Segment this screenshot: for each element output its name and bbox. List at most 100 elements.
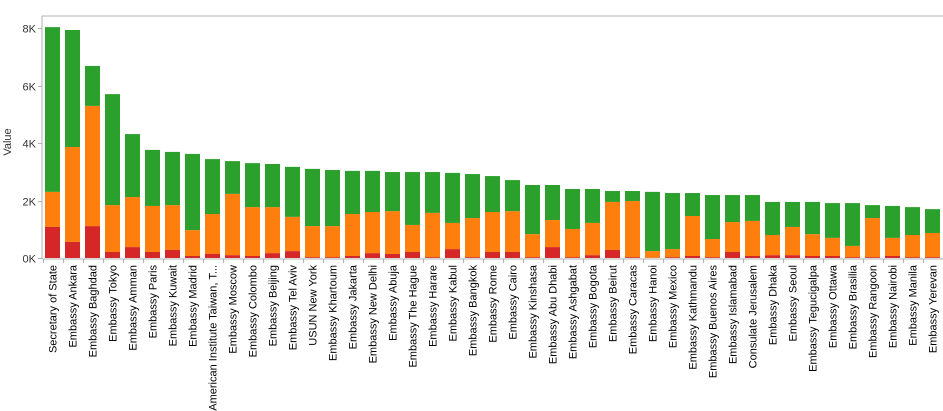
bar-segment-orange[interactable] <box>525 234 540 258</box>
bar-segment-green[interactable] <box>685 193 700 217</box>
bar-segment-green[interactable] <box>885 205 900 238</box>
bar-segment-green[interactable] <box>265 163 280 208</box>
bar-segment-red[interactable] <box>85 226 100 258</box>
bar-stack[interactable] <box>165 151 180 258</box>
bar-segment-red[interactable] <box>925 257 940 258</box>
bar-stack[interactable] <box>365 170 380 258</box>
bar-segment-red[interactable] <box>345 255 360 258</box>
bar-segment-red[interactable] <box>145 251 160 258</box>
bar-segment-red[interactable] <box>185 255 200 258</box>
bar-segment-red[interactable] <box>325 257 340 258</box>
bar-segment-orange[interactable] <box>145 205 160 252</box>
bar-segment-orange[interactable] <box>245 207 260 256</box>
bar-stack[interactable] <box>325 170 340 258</box>
bar-segment-orange[interactable] <box>745 220 760 256</box>
bar-stack[interactable] <box>385 172 400 258</box>
bar-stack[interactable] <box>905 207 920 258</box>
bar-segment-orange[interactable] <box>465 218 480 258</box>
bar-segment-orange[interactable] <box>545 220 560 248</box>
bar-stack[interactable] <box>925 209 940 258</box>
bar-stack[interactable] <box>505 180 520 258</box>
bar-segment-orange[interactable] <box>285 216 300 252</box>
bar-stack[interactable] <box>145 149 160 258</box>
bar-stack[interactable] <box>745 195 760 258</box>
bar-segment-orange[interactable] <box>765 235 780 256</box>
bar-stack[interactable] <box>305 168 320 258</box>
bar-segment-orange[interactable] <box>105 205 120 252</box>
bar-stack[interactable] <box>125 134 140 258</box>
bar-segment-green[interactable] <box>705 195 720 240</box>
bar-segment-orange[interactable] <box>905 235 920 258</box>
bar-segment-red[interactable] <box>105 251 120 258</box>
bar-segment-red[interactable] <box>545 247 560 258</box>
bar-segment-green[interactable] <box>645 191 660 252</box>
bar-segment-red[interactable] <box>125 247 140 258</box>
bar-segment-orange[interactable] <box>785 226 800 256</box>
bar-segment-red[interactable] <box>785 255 800 258</box>
bar-segment-red[interactable] <box>625 257 640 258</box>
bar-segment-orange[interactable] <box>625 201 640 258</box>
bar-stack[interactable] <box>605 191 620 258</box>
bar-segment-green[interactable] <box>65 30 80 148</box>
bar-segment-red[interactable] <box>805 255 820 258</box>
bar-segment-orange[interactable] <box>605 201 620 250</box>
bar-segment-green[interactable] <box>325 170 340 227</box>
bar-segment-green[interactable] <box>45 27 60 192</box>
bar-segment-orange[interactable] <box>825 237 840 256</box>
bar-segment-green[interactable] <box>545 184 560 221</box>
bar-segment-green[interactable] <box>225 161 240 194</box>
bar-stack[interactable] <box>265 163 280 258</box>
bar-segment-green[interactable] <box>365 170 380 212</box>
bar-segment-green[interactable] <box>185 153 200 231</box>
bar-stack[interactable] <box>665 193 680 258</box>
bar-segment-green[interactable] <box>465 174 480 219</box>
bar-segment-red[interactable] <box>825 255 840 258</box>
bar-segment-orange[interactable] <box>845 245 860 258</box>
bar-segment-green[interactable] <box>605 191 620 202</box>
bar-segment-red[interactable] <box>865 257 880 258</box>
bar-segment-green[interactable] <box>505 180 520 212</box>
bar-segment-red[interactable] <box>365 253 380 258</box>
bar-segment-red[interactable] <box>605 249 620 258</box>
bar-segment-red[interactable] <box>525 257 540 258</box>
bar-segment-red[interactable] <box>905 257 920 258</box>
bar-segment-orange[interactable] <box>225 193 240 256</box>
bar-segment-red[interactable] <box>705 257 720 258</box>
bar-stack[interactable] <box>185 153 200 258</box>
bar-segment-red[interactable] <box>465 257 480 258</box>
bar-segment-red[interactable] <box>445 249 460 258</box>
bar-segment-orange[interactable] <box>725 222 740 252</box>
bar-stack[interactable] <box>465 174 480 258</box>
bar-stack[interactable] <box>105 94 120 258</box>
bar-segment-orange[interactable] <box>305 226 320 258</box>
bar-stack[interactable] <box>685 193 700 258</box>
bar-stack[interactable] <box>445 172 460 258</box>
bar-segment-red[interactable] <box>845 257 860 258</box>
bar-segment-green[interactable] <box>445 172 460 223</box>
bar-segment-red[interactable] <box>245 255 260 258</box>
bar-segment-orange[interactable] <box>925 232 940 258</box>
bar-segment-orange[interactable] <box>45 191 60 227</box>
bar-segment-green[interactable] <box>625 191 640 202</box>
bar-stack[interactable] <box>45 27 60 258</box>
bar-stack[interactable] <box>845 203 860 258</box>
bar-segment-orange[interactable] <box>685 216 700 256</box>
bar-segment-orange[interactable] <box>485 212 500 252</box>
bar-segment-red[interactable] <box>745 255 760 258</box>
bar-stack[interactable] <box>585 189 600 258</box>
bar-segment-red[interactable] <box>665 257 680 258</box>
bar-stack[interactable] <box>765 201 780 258</box>
bar-segment-orange[interactable] <box>445 222 460 250</box>
bar-segment-green[interactable] <box>665 193 680 250</box>
bar-segment-red[interactable] <box>485 251 500 258</box>
bar-segment-green[interactable] <box>105 94 120 206</box>
bar-segment-green[interactable] <box>745 195 760 221</box>
bar-segment-orange[interactable] <box>585 222 600 256</box>
bar-stack[interactable] <box>785 201 800 258</box>
bar-segment-orange[interactable] <box>645 251 660 258</box>
bar-segment-orange[interactable] <box>345 214 360 256</box>
bar-segment-green[interactable] <box>305 168 320 227</box>
bar-segment-green[interactable] <box>285 166 300 217</box>
bar-segment-red[interactable] <box>685 255 700 258</box>
bar-segment-red[interactable] <box>385 253 400 258</box>
